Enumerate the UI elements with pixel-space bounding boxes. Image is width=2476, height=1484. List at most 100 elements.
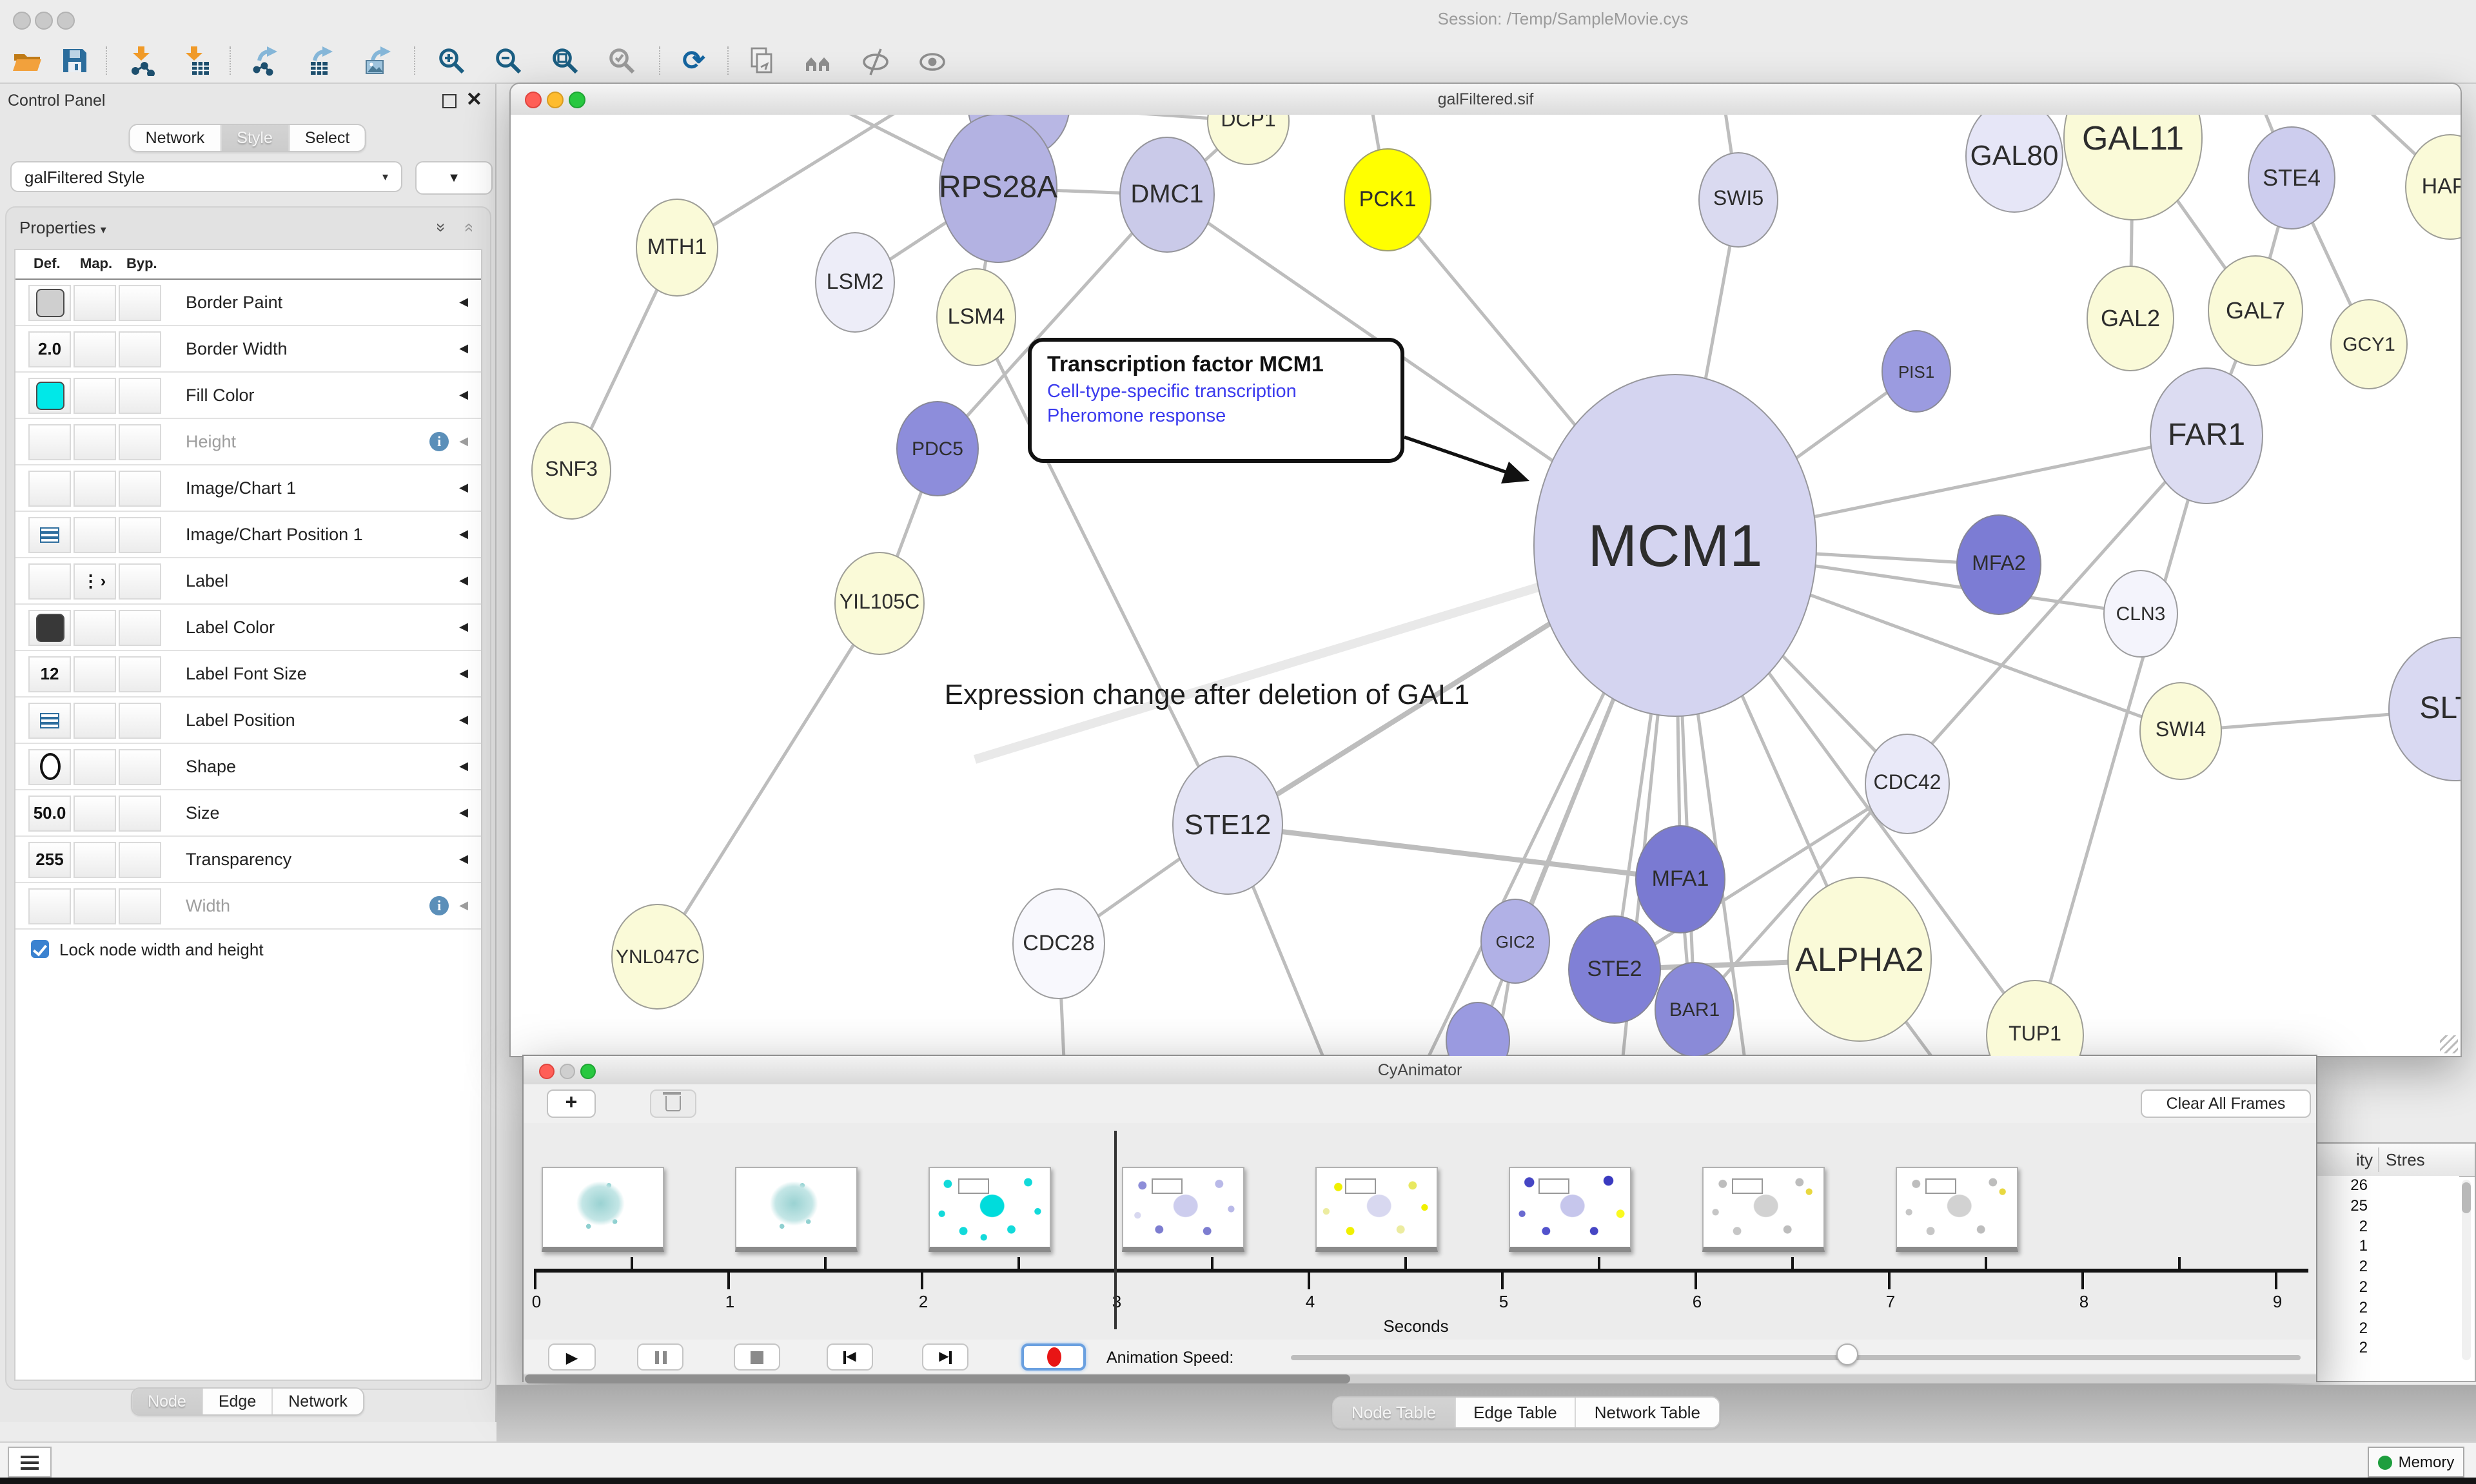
network-node-STE4[interactable]: STE4	[2248, 126, 2335, 229]
property-row-label[interactable]: ⋮› Label ◀	[15, 558, 481, 605]
network-node-GAL2[interactable]: GAL2	[2087, 266, 2174, 371]
network-node-CLN3[interactable]: CLN3	[2103, 570, 2178, 658]
annotation-link-1[interactable]: Cell-type-specific transcription	[1047, 382, 1297, 402]
add-frame-button[interactable]: +	[547, 1089, 596, 1118]
network-node-STE12[interactable]: STE12	[1172, 756, 1283, 895]
property-row-width[interactable]: Width i ◀	[15, 883, 481, 930]
expand-row-icon[interactable]: ◀	[459, 388, 468, 401]
info-icon[interactable]: i	[429, 896, 449, 915]
network-window-titlebar[interactable]: galFiltered.sif	[511, 84, 2461, 116]
network-node-GAL80[interactable]: GAL80	[1965, 115, 2063, 213]
property-def-cell[interactable]	[28, 563, 71, 599]
network-node-GIC2[interactable]: GIC2	[1480, 899, 1550, 984]
network-node-ALPHA2[interactable]: ALPHA2	[1787, 877, 1932, 1042]
window-close-icon[interactable]	[13, 12, 31, 30]
network-caption-annotation[interactable]: Expression change after deletion of GAL1	[944, 678, 1470, 710]
expand-row-icon[interactable]: ◀	[459, 806, 468, 819]
property-map-cell[interactable]	[74, 284, 116, 320]
expand-all-icon[interactable]: »	[431, 222, 451, 233]
table-row[interactable]: 26	[2316, 1176, 2459, 1196]
property-row-image-chart-1[interactable]: Image/Chart 1 ◀	[15, 465, 481, 512]
network-node-DMC1[interactable]: DMC1	[1119, 137, 1215, 253]
clear-all-frames-button[interactable]: Clear All Frames	[2141, 1089, 2311, 1118]
open-session-icon[interactable]	[10, 44, 44, 77]
lock-size-checkbox[interactable]	[31, 940, 49, 958]
play-button[interactable]: ▶	[548, 1343, 596, 1371]
cyanimator-titlebar[interactable]: CyAnimator	[524, 1056, 2316, 1086]
expand-row-icon[interactable]: ◀	[459, 667, 468, 679]
duplicate-icon[interactable]	[745, 44, 779, 77]
pause-button[interactable]	[637, 1343, 683, 1371]
style-options-button[interactable]: ▼	[415, 161, 493, 195]
window-minimize-icon[interactable]	[35, 12, 53, 30]
network-node-SNF3[interactable]: SNF3	[531, 422, 611, 520]
column-header-stress[interactable]: Stres	[2386, 1150, 2425, 1169]
tab-select[interactable]: Select	[288, 125, 366, 151]
expand-row-icon[interactable]: ◀	[459, 620, 468, 633]
property-row-image-chart-position-1[interactable]: Image/Chart Position 1 ◀	[15, 512, 481, 558]
expand-row-icon[interactable]: ◀	[459, 481, 468, 494]
property-map-cell[interactable]	[74, 424, 116, 460]
resize-grip-icon[interactable]	[2440, 1035, 2458, 1053]
network-node-LSM4[interactable]: LSM4	[936, 268, 1016, 366]
close-window-icon[interactable]	[525, 92, 542, 108]
network-node-SWI5[interactable]: SWI5	[1698, 152, 1778, 248]
network-node-CDC42[interactable]: CDC42	[1865, 734, 1950, 834]
table-scrollbar[interactable]	[2462, 1180, 2471, 1360]
property-row-height[interactable]: Height i ◀	[15, 419, 481, 465]
network-node-FAR1[interactable]: FAR1	[2150, 367, 2263, 504]
hide-selected-eye-icon[interactable]	[859, 44, 892, 77]
minimize-window-icon[interactable]	[547, 92, 564, 108]
property-map-cell[interactable]	[74, 609, 116, 645]
properties-header[interactable]: Properties ▾	[19, 218, 106, 237]
table-row[interactable]: 1	[2316, 1237, 2459, 1258]
property-byp-cell[interactable]	[119, 748, 161, 785]
property-map-cell[interactable]	[74, 841, 116, 877]
property-map-cell[interactable]: ⋮›	[74, 563, 116, 599]
network-node-MCM1[interactable]: MCM1	[1533, 374, 1817, 717]
property-row-transparency[interactable]: 255 Transparency ◀	[15, 837, 481, 883]
tab-node-table[interactable]: Node Table	[1333, 1398, 1455, 1427]
expand-row-icon[interactable]: ◀	[459, 899, 468, 912]
property-def-cell[interactable]: 2.0	[28, 331, 71, 367]
cyanimator-timeline[interactable]: 0 1 2 3 4 5 6 7 8 9 Seconds	[524, 1123, 2316, 1341]
property-byp-cell[interactable]	[119, 841, 161, 877]
expand-row-icon[interactable]: ◀	[459, 295, 468, 308]
timeline-playhead[interactable]	[1114, 1131, 1116, 1329]
home-pair-icon[interactable]	[802, 44, 836, 77]
frame-thumbnail-6[interactable]	[1702, 1167, 1825, 1252]
column-header-ity[interactable]: ity	[2356, 1150, 2373, 1169]
zoom-in-icon[interactable]	[435, 44, 468, 77]
window-zoom-icon[interactable]	[57, 12, 75, 30]
property-def-cell[interactable]	[28, 748, 71, 785]
network-node-STE2[interactable]: STE2	[1568, 915, 1661, 1024]
tab-edge-table[interactable]: Edge Table	[1454, 1398, 1575, 1427]
network-node-LSM2[interactable]: LSM2	[815, 232, 895, 333]
property-def-cell[interactable]	[28, 888, 71, 924]
property-byp-cell[interactable]	[119, 284, 161, 320]
close-panel-icon[interactable]: ✕	[466, 89, 482, 111]
skip-start-button[interactable]: ◀	[827, 1343, 873, 1371]
property-map-cell[interactable]	[74, 795, 116, 831]
table-row[interactable]: 2	[2316, 1318, 2459, 1339]
expand-row-icon[interactable]: ◀	[459, 713, 468, 726]
property-def-cell[interactable]	[28, 377, 71, 413]
timeline-scrollbar[interactable]	[524, 1374, 2316, 1383]
property-row-label-color[interactable]: Label Color ◀	[15, 605, 481, 651]
property-row-fill-color[interactable]: Fill Color ◀	[15, 373, 481, 419]
property-byp-cell[interactable]	[119, 470, 161, 506]
record-button[interactable]	[1021, 1343, 1086, 1371]
property-map-cell[interactable]	[74, 516, 116, 552]
expand-row-icon[interactable]: ◀	[459, 342, 468, 355]
property-byp-cell[interactable]	[119, 331, 161, 367]
property-map-cell[interactable]	[74, 748, 116, 785]
property-def-cell[interactable]	[28, 424, 71, 460]
zoom-fit-icon[interactable]	[548, 44, 582, 77]
export-image-icon[interactable]	[361, 44, 395, 77]
network-node-YIL105C[interactable]: YIL105C	[834, 552, 925, 655]
table-row[interactable]: 25	[2316, 1196, 2459, 1217]
network-node-YNL047C[interactable]: YNL047C	[611, 904, 704, 1010]
property-def-cell[interactable]: 255	[28, 841, 71, 877]
stop-button[interactable]	[734, 1343, 780, 1371]
network-node-PCK1[interactable]: PCK1	[1344, 148, 1431, 251]
